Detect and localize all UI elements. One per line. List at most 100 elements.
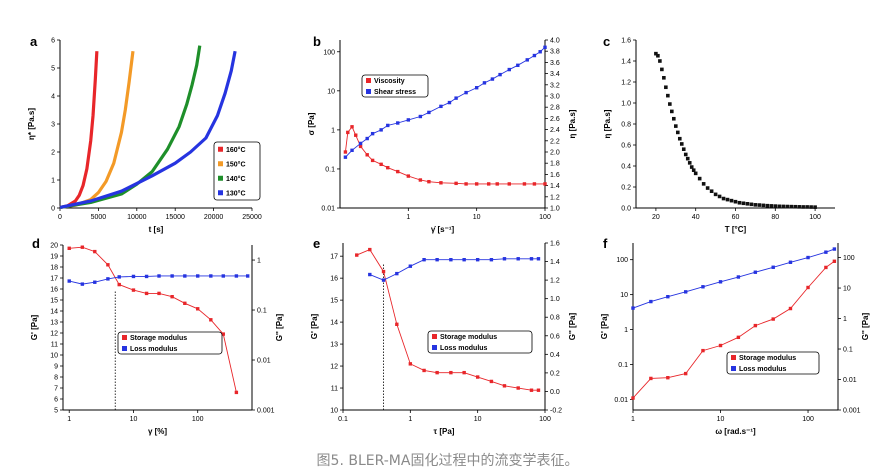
y-axis-label: G' [Pa] xyxy=(310,313,319,339)
y-tick-label: 6 xyxy=(51,38,55,45)
legend-swatch xyxy=(731,366,736,371)
data-point xyxy=(183,274,187,278)
data-point xyxy=(93,249,97,254)
legend-swatch xyxy=(218,146,223,152)
y2-tick-label: 0.01 xyxy=(257,358,271,365)
y2-tick-label: 1.2 xyxy=(550,194,560,201)
chart-c: c 20 40 60 80 100 0.0 0.2 0.4 0.6 0.8 1.0 1.2 1.4 1.6 T… xyxy=(603,34,835,234)
data-point xyxy=(813,205,817,209)
data-point xyxy=(705,186,710,190)
y-tick-label: 0.4 xyxy=(621,164,631,171)
data-point xyxy=(386,123,390,128)
data-point xyxy=(381,278,386,282)
data-point xyxy=(797,205,801,209)
data-point xyxy=(713,192,718,197)
data-point xyxy=(358,141,363,146)
chart-e: e 0.1 1 10 100 10 11 12 13 14 15 16 17 -0.2 0.0 0.2 0.4 0… xyxy=(310,236,577,436)
data-point xyxy=(809,205,813,209)
data-point xyxy=(749,202,754,207)
y-tick-label: 2 xyxy=(51,150,55,157)
y-axis-label: η [Pa.s] xyxy=(603,109,612,138)
y-tick-label: 0.2 xyxy=(621,185,631,192)
y-tick-label: 12 xyxy=(50,331,58,338)
data-point xyxy=(386,165,390,170)
x-tick-label: 10 xyxy=(130,416,138,423)
x-axis-label: ω [rad.s⁻¹] xyxy=(715,427,756,436)
data-point xyxy=(761,203,766,208)
data-point xyxy=(666,294,670,299)
y2-tick-label: 3.4 xyxy=(550,71,560,78)
x-axis-label: τ [Pa] xyxy=(434,427,455,436)
data-point xyxy=(439,181,443,185)
data-point xyxy=(725,197,730,202)
data-point xyxy=(454,96,458,100)
panel-letter-d: d xyxy=(32,236,40,251)
y-tick-label: 100 xyxy=(323,49,335,56)
data-point xyxy=(543,45,547,50)
y-tick-label: 16 xyxy=(330,276,338,283)
y2-tick-label: 10 xyxy=(843,286,851,293)
data-point xyxy=(677,136,682,141)
data-point xyxy=(482,81,487,85)
data-point xyxy=(245,274,250,278)
y-axis-label: G' [Pa] xyxy=(600,313,609,339)
y-tick-label: 17 xyxy=(330,254,338,261)
data-point xyxy=(106,263,110,267)
y-tick-label: 6 xyxy=(54,397,58,404)
data-point xyxy=(475,375,480,379)
x-tick-label: 1 xyxy=(408,416,412,423)
y-tick-label: 1 xyxy=(331,127,335,134)
data-point xyxy=(435,370,439,375)
y-tick-label: 1.2 xyxy=(621,80,631,87)
y2-axis-label: G'' [Pa] xyxy=(568,312,577,340)
data-point xyxy=(379,128,383,132)
y-tick-label: 10 xyxy=(330,408,338,415)
chart-f: f 1 10 100 0.01 0.1 1 10 100 0.001 0.01 0.1 1 10 100 ω … xyxy=(600,236,870,436)
legend-swatch xyxy=(218,190,223,196)
data-point xyxy=(408,264,413,268)
legend-swatch xyxy=(366,89,371,94)
data-point xyxy=(757,203,762,207)
data-point xyxy=(221,274,225,278)
data-point xyxy=(475,258,480,262)
series-line-0 xyxy=(59,51,99,210)
y-tick-label: 10 xyxy=(50,353,58,360)
legend-swatch xyxy=(122,335,127,340)
y2-tick-label: 0.6 xyxy=(550,333,560,340)
x-axis-label: γ [%] xyxy=(148,427,167,436)
data-point xyxy=(157,274,161,278)
data-point xyxy=(701,182,706,186)
y-tick-label: 14 xyxy=(50,309,58,316)
data-point xyxy=(462,258,466,262)
x-tick-label: 80 xyxy=(771,214,779,221)
data-point xyxy=(486,182,491,186)
y2-tick-label: 1.0 xyxy=(550,296,560,303)
data-point xyxy=(447,100,452,105)
data-point xyxy=(745,202,750,206)
data-point xyxy=(422,258,426,262)
x-tick-label: 0.1 xyxy=(338,416,348,423)
data-point xyxy=(365,153,369,157)
y2-axis-label: G'' [Pa] xyxy=(861,312,870,340)
data-point xyxy=(658,59,662,63)
y2-axis-label: η [Pa.s] xyxy=(568,109,577,138)
y-tick-label: 15 xyxy=(50,298,58,305)
data-point xyxy=(368,272,372,277)
data-point xyxy=(666,375,670,380)
y2-tick-label: 1.6 xyxy=(550,172,560,179)
data-point xyxy=(529,388,534,392)
data-point xyxy=(196,307,200,311)
data-point xyxy=(777,204,782,209)
data-point xyxy=(536,257,541,261)
data-point xyxy=(489,258,494,262)
data-point xyxy=(805,205,809,209)
y-tick-label: 18 xyxy=(50,265,58,272)
data-point xyxy=(631,306,635,310)
series-line-1 xyxy=(345,46,546,158)
data-point xyxy=(771,265,775,269)
legend-box xyxy=(213,141,261,201)
data-point xyxy=(379,162,383,167)
y-tick-label: 1 xyxy=(51,178,55,185)
data-point xyxy=(418,114,423,119)
